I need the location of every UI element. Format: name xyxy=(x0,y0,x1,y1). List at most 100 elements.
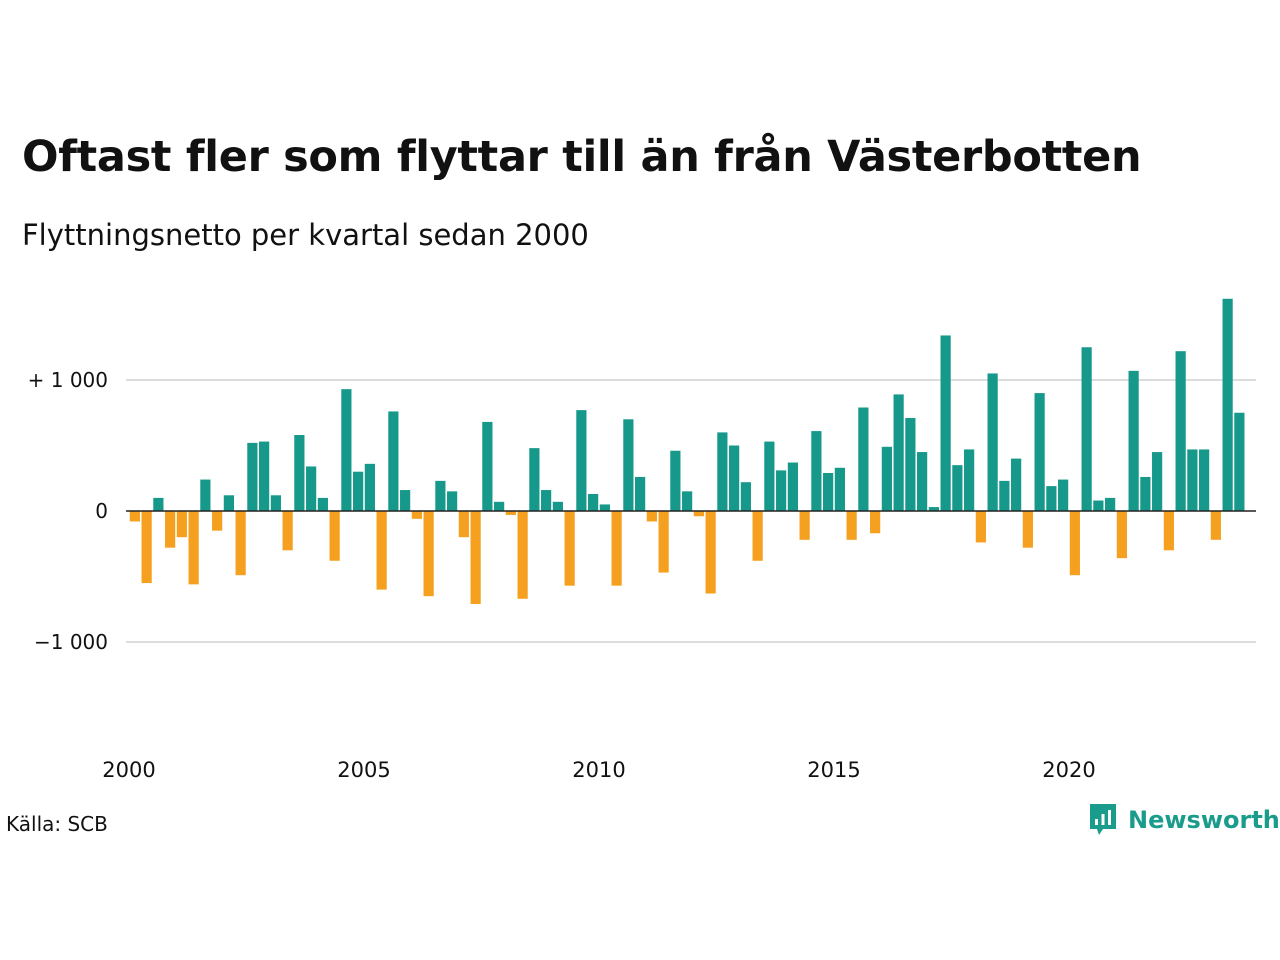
brand-logo[interactable]: Newsworthy xyxy=(1088,802,1280,838)
bar xyxy=(1222,298,1233,511)
y-tick-label: + 1 000 xyxy=(28,368,108,392)
x-axis-labels: 2000 2005 2010 2015 2020 xyxy=(102,758,1095,782)
bar xyxy=(1199,449,1210,511)
bar xyxy=(388,411,399,511)
bar xyxy=(400,490,411,511)
bar xyxy=(1163,511,1174,551)
bar xyxy=(482,421,493,511)
bar xyxy=(517,511,528,599)
bar xyxy=(470,511,481,605)
bar xyxy=(846,511,857,540)
bar xyxy=(494,501,505,511)
bar xyxy=(1069,511,1080,576)
bar xyxy=(317,497,328,511)
bar xyxy=(376,511,387,590)
bar xyxy=(329,511,340,561)
bar xyxy=(223,495,234,511)
bar xyxy=(870,511,881,534)
bar xyxy=(682,491,693,511)
bar xyxy=(905,417,916,511)
bar xyxy=(928,507,939,511)
bar xyxy=(411,511,422,519)
bar xyxy=(423,511,434,597)
bar xyxy=(635,476,646,511)
bar xyxy=(623,419,634,511)
bar xyxy=(1093,500,1104,511)
bar xyxy=(917,452,928,511)
bar xyxy=(141,511,152,584)
bar xyxy=(858,407,869,511)
bar xyxy=(811,431,822,511)
bar xyxy=(435,480,446,511)
bar xyxy=(270,495,281,511)
bar xyxy=(1128,370,1139,511)
bar xyxy=(458,511,469,538)
bar xyxy=(588,493,599,511)
bar xyxy=(564,511,575,586)
bar xyxy=(259,441,270,511)
bar xyxy=(1187,449,1198,511)
bar xyxy=(165,511,176,548)
grid-lines xyxy=(126,379,1256,643)
bar xyxy=(353,471,364,511)
x-tick-label: 2005 xyxy=(337,758,390,782)
bar xyxy=(1234,412,1245,511)
bar xyxy=(212,511,223,531)
bar xyxy=(364,463,375,511)
bar xyxy=(646,511,657,522)
bar xyxy=(1152,452,1163,511)
bar xyxy=(1011,458,1022,511)
bar xyxy=(670,450,681,511)
bar xyxy=(153,497,164,511)
bar xyxy=(505,511,516,515)
bar xyxy=(552,501,563,511)
bar xyxy=(1116,511,1127,559)
bar xyxy=(975,511,986,543)
bar xyxy=(529,448,540,511)
bar xyxy=(740,482,751,511)
bar xyxy=(599,504,610,511)
bar xyxy=(987,373,998,511)
bar xyxy=(1210,511,1221,540)
bar xyxy=(200,479,211,511)
bar xyxy=(717,432,728,511)
x-tick-label: 2000 xyxy=(102,758,155,782)
bar xyxy=(834,467,845,511)
chart-title: Oftast fler som flyttar till än från Väs… xyxy=(22,132,1142,182)
bar xyxy=(729,445,740,511)
bar xyxy=(188,511,199,585)
bar xyxy=(823,473,834,511)
bar xyxy=(1046,486,1057,511)
bar-chart-icon xyxy=(1090,804,1116,835)
bar xyxy=(1175,351,1186,511)
bar xyxy=(999,480,1010,511)
bar xyxy=(964,449,975,511)
bar xyxy=(787,462,798,511)
bar xyxy=(247,442,258,511)
source-note: Källa: SCB xyxy=(6,812,108,836)
bar xyxy=(129,511,140,522)
bar xyxy=(176,511,187,538)
bar xyxy=(764,441,775,511)
y-axis-labels: + 1 000 0 −1 000 xyxy=(28,368,108,654)
bar xyxy=(447,491,458,511)
bar xyxy=(881,446,892,511)
bar xyxy=(1022,511,1033,548)
bar xyxy=(893,394,904,511)
y-tick-label: 0 xyxy=(95,499,108,523)
bar xyxy=(658,511,669,573)
bar xyxy=(1081,347,1092,511)
bar xyxy=(235,511,246,576)
bar-series xyxy=(129,298,1245,605)
bar xyxy=(1034,393,1045,511)
bar xyxy=(705,511,716,594)
bar xyxy=(1140,476,1151,511)
bar xyxy=(541,490,552,511)
brand-name: Newsworthy xyxy=(1128,806,1280,834)
bar-chart: + 1 000 0 −1 000 2000 2005 2010 2015 2020 xyxy=(28,298,1256,782)
bar xyxy=(294,435,305,511)
bar xyxy=(1058,479,1069,511)
x-tick-label: 2010 xyxy=(572,758,625,782)
bar xyxy=(752,511,763,561)
y-tick-label: −1 000 xyxy=(34,630,108,654)
